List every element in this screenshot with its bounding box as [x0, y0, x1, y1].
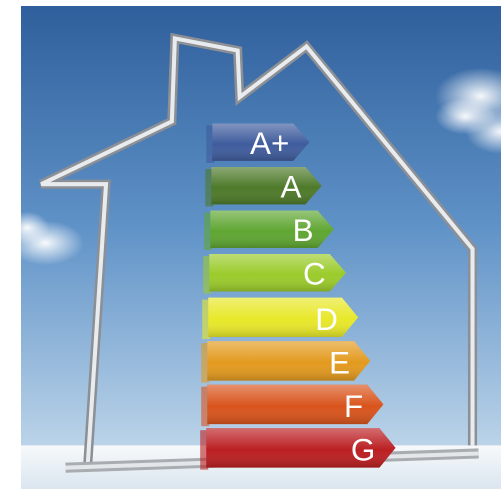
rating-label: D [315, 302, 338, 337]
rating-bar-a: A [205, 166, 322, 207]
rating-bar-c: C [203, 254, 346, 294]
rating-bar-b: B [204, 210, 334, 250]
rating-label: E [329, 346, 350, 381]
rating-label: B [293, 213, 314, 248]
rating-bar-a-plus: A+ [206, 123, 310, 163]
rating-bar-f: F [201, 384, 384, 427]
rating-label: G [351, 433, 375, 468]
rating-label: F [344, 389, 363, 424]
cloud-right [435, 67, 501, 154]
rating-label: A+ [250, 126, 289, 161]
rating-label: C [303, 256, 326, 291]
photo-frame: A+ A B C D E F G [16, 6, 501, 489]
cloud-left [16, 211, 84, 266]
rating-label: A [280, 169, 301, 204]
rating-bar-e: E [201, 341, 371, 383]
rating-bar-g: G [200, 428, 396, 470]
rating-bar-d: D [202, 297, 359, 340]
